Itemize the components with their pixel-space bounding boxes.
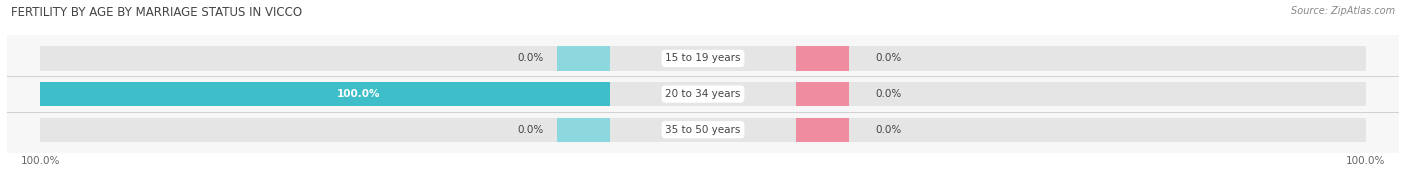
Bar (557, 118, 610, 142)
Bar (41, 46, 1365, 71)
Bar (796, 46, 849, 71)
Text: 0.0%: 0.0% (876, 125, 901, 135)
Bar (557, 46, 610, 71)
Text: 0.0%: 0.0% (517, 125, 544, 135)
Text: FERTILITY BY AGE BY MARRIAGE STATUS IN VICCO: FERTILITY BY AGE BY MARRIAGE STATUS IN V… (11, 6, 302, 19)
Text: 0.0%: 0.0% (876, 54, 901, 64)
Text: 0.0%: 0.0% (517, 54, 544, 64)
Text: 35 to 50 years: 35 to 50 years (665, 125, 741, 135)
Text: 20 to 34 years: 20 to 34 years (665, 89, 741, 99)
Text: 15 to 19 years: 15 to 19 years (665, 54, 741, 64)
Text: 0.0%: 0.0% (876, 89, 901, 99)
Bar (41, 82, 1365, 106)
Bar (41, 82, 610, 106)
Text: 100.0%: 100.0% (336, 89, 380, 99)
Bar (796, 82, 849, 106)
Bar (796, 118, 849, 142)
Text: Source: ZipAtlas.com: Source: ZipAtlas.com (1291, 6, 1395, 16)
Bar (41, 118, 1365, 142)
